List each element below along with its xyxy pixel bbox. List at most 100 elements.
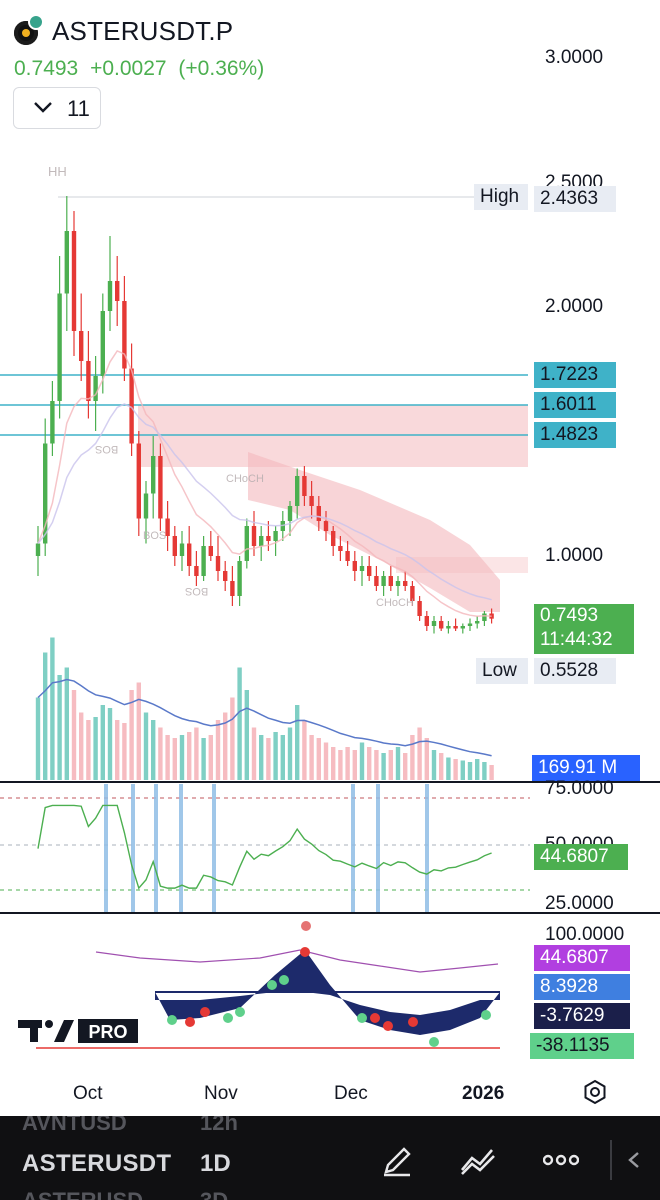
candle-body	[323, 521, 329, 531]
candle-body	[482, 613, 487, 621]
volume-bar	[86, 720, 91, 780]
rsi-signal-bar	[104, 784, 108, 912]
volume-bar	[302, 720, 307, 780]
volume-bar	[395, 747, 401, 780]
candle-body	[295, 476, 300, 506]
candle-body	[143, 493, 149, 519]
low-value: 0.5528	[534, 658, 616, 684]
osc-signal-dot	[481, 1010, 491, 1020]
volume-bar	[115, 720, 120, 780]
volume-bar	[338, 750, 343, 780]
volume-bar	[352, 750, 357, 780]
osc-signal-dot	[429, 1037, 439, 1047]
osc-signal-dot	[279, 975, 289, 985]
volume-bar	[71, 690, 77, 780]
candle-body	[35, 543, 41, 556]
volume-bar	[489, 765, 494, 780]
back-arrow-icon[interactable]	[624, 1150, 644, 1175]
rsi-signal-bar	[131, 784, 135, 912]
logo-pro-text: PRO	[88, 1022, 127, 1042]
candle-body	[251, 526, 257, 546]
volume-bar	[410, 735, 415, 780]
current-price-pill: 0.7493 11:44:32	[534, 604, 634, 654]
more-icon[interactable]	[542, 1152, 580, 1173]
osc-signal-dot	[223, 1013, 233, 1023]
volume-bar	[158, 727, 163, 780]
volume-bar	[35, 697, 41, 780]
volume-bar	[50, 637, 55, 780]
price-change: +0.0027	[90, 57, 167, 80]
candle-body	[187, 543, 192, 566]
rsi-signal-bar	[212, 784, 216, 912]
timeframe-picker[interactable]: 1D	[200, 1150, 231, 1177]
symbol-title[interactable]: ASTERUSDT.P	[52, 16, 234, 46]
volume-bar	[403, 753, 408, 780]
volume-bar	[179, 735, 185, 780]
volume-bar	[57, 675, 62, 780]
osc-line	[95, 949, 499, 973]
smc-label: BOS	[143, 530, 167, 542]
volume-bar	[467, 762, 473, 780]
osc-signal-dot	[383, 1021, 393, 1031]
candle-body	[302, 476, 307, 496]
ghost-symbol: AVNTUSD	[22, 1116, 127, 1135]
price-change-pct: (+0.36%)	[178, 57, 265, 80]
volume-bar	[43, 652, 48, 780]
osc-signal-dot	[235, 1007, 245, 1017]
osc-value: -3.7629	[534, 1003, 630, 1029]
current-price: 0.7493	[540, 605, 599, 626]
volume-bar	[187, 732, 192, 780]
candle-body	[266, 536, 271, 541]
volume-bar	[431, 750, 437, 780]
candle-body	[424, 616, 429, 626]
chart-canvas[interactable]	[0, 0, 660, 1116]
rsi-signal-bar	[376, 784, 380, 912]
candle-body	[309, 496, 314, 506]
candle-body	[381, 576, 386, 586]
candle-body	[403, 581, 408, 586]
time-label: Oct	[73, 1083, 103, 1104]
candle-body	[215, 556, 221, 571]
candle-body	[115, 281, 120, 301]
descending-channel	[248, 452, 500, 612]
candle-body	[64, 231, 69, 294]
volume-bar	[482, 762, 487, 780]
volume-bar	[230, 697, 235, 780]
settings-icon[interactable]	[582, 1079, 608, 1105]
rsi-value: 44.6807	[534, 844, 628, 870]
candle-body	[158, 456, 163, 519]
symbol-picker[interactable]: ASTERUSDT	[22, 1150, 172, 1177]
candle-body	[316, 506, 321, 521]
candle-body	[244, 526, 249, 561]
candle-body	[410, 586, 415, 601]
candle-body	[395, 581, 401, 586]
volume-bar	[424, 738, 429, 780]
smc-label: BOS	[95, 443, 119, 455]
osc-value: 44.6807	[534, 945, 630, 971]
osc-value: 8.3928	[534, 974, 630, 1000]
candle-body	[446, 626, 451, 629]
pen-icon[interactable]	[380, 1144, 414, 1183]
price-quote: 0.7493 +0.0027 (+0.36%)	[14, 57, 270, 81]
volume-bar	[266, 738, 271, 780]
time-label: 2026	[462, 1083, 505, 1104]
indicators-toggle-button[interactable]: 11	[13, 87, 101, 129]
candle-body	[122, 301, 127, 369]
volume-bar	[129, 690, 134, 780]
ghost-timeframe: 12h	[200, 1116, 238, 1135]
supply-zone	[138, 405, 528, 467]
rsi-line	[37, 804, 492, 890]
rsi-signal-bar	[154, 784, 158, 912]
smc-label: CHoCH	[226, 473, 264, 485]
high-value: 2.4363	[534, 186, 616, 212]
volume-label: 169.91 M	[532, 755, 640, 781]
osc-signal-dot	[185, 1017, 195, 1027]
candle-body	[453, 626, 458, 629]
trendline-icon[interactable]	[458, 1144, 498, 1183]
rsi-tick: 25.0000	[545, 893, 614, 914]
volume-bar	[323, 742, 329, 780]
ma-line	[37, 403, 492, 601]
volume-bar	[237, 667, 242, 780]
volume-bar	[64, 667, 69, 780]
level-price: 1.4823	[534, 422, 616, 448]
